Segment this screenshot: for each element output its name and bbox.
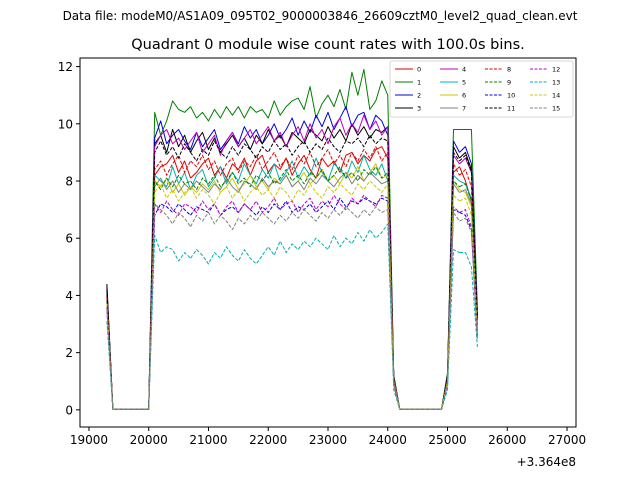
legend-label-12: 12 [552, 66, 560, 74]
suptitle: Data file: modeM0/AS1A09_095T02_90000038… [63, 9, 578, 23]
legend-label-10: 10 [507, 92, 515, 100]
series-1-line [459, 129, 478, 310]
y-tick-label: 10 [58, 117, 73, 131]
legend-label-6: 6 [462, 92, 466, 100]
series-1-line [106, 100, 191, 410]
series-4-line [190, 114, 460, 410]
series-0-line [190, 146, 460, 410]
series-5-line [190, 154, 460, 410]
x-tick-label: 24000 [369, 433, 407, 447]
x-tick-label: 23000 [309, 433, 347, 447]
series-14-line [190, 180, 460, 410]
series-11-line [459, 154, 478, 319]
x-tick-label: 27000 [548, 433, 586, 447]
legend-label-1: 1 [417, 79, 421, 87]
legend-box [389, 60, 574, 118]
series-10-line [190, 197, 460, 410]
legend-label-8: 8 [507, 66, 511, 74]
legend-label-11: 11 [507, 105, 515, 113]
legend-label-3: 3 [417, 105, 421, 113]
series-8-line [106, 154, 191, 410]
y-tick-label: 12 [58, 60, 73, 74]
series-12-line [459, 209, 478, 339]
series-5-line [106, 166, 192, 410]
series-2-line [106, 120, 191, 410]
x-tick-label: 19000 [70, 433, 108, 447]
y-tick-label: 4 [65, 289, 73, 303]
legend-label-15: 15 [552, 105, 560, 113]
legend-label-14: 14 [552, 92, 560, 100]
x-offset-label: +3.364e8 [517, 455, 576, 469]
series-15-line [190, 206, 460, 410]
series-9-line [106, 174, 191, 410]
series-7-line [459, 189, 478, 333]
x-tick-label: 26000 [488, 433, 526, 447]
plot-area [106, 68, 478, 410]
legend-label-5: 5 [462, 79, 466, 87]
legend-label-9: 9 [507, 79, 511, 87]
series-14-line [459, 197, 478, 333]
series-6-line [190, 163, 460, 410]
x-tick-label: 21000 [189, 433, 227, 447]
series-13-line [190, 223, 460, 410]
legend-label-4: 4 [462, 66, 466, 74]
legend-label-2: 2 [417, 92, 421, 100]
series-8-line [190, 146, 460, 410]
series-10-line [106, 203, 191, 410]
series-0-line [106, 154, 192, 410]
series-10-line [459, 212, 478, 339]
x-tick-label: 20000 [130, 433, 168, 447]
chart-title: Quadrant 0 module wise count rates with … [131, 37, 525, 53]
legend-label-13: 13 [552, 79, 560, 87]
series-12-line [106, 200, 191, 410]
series-15-line [106, 203, 191, 410]
x-tick-label: 25000 [428, 433, 466, 447]
y-tick-label: 2 [65, 346, 73, 360]
y-tick-label: 6 [65, 232, 73, 246]
series-13-line [459, 252, 478, 347]
series-15-line [459, 217, 478, 339]
x-tick-label: 22000 [249, 433, 287, 447]
legend-label-0: 0 [417, 66, 421, 74]
y-tick-label: 0 [65, 403, 73, 417]
legend-label-7: 7 [462, 105, 466, 113]
series-13-line [106, 234, 191, 410]
y-tick-label: 8 [65, 175, 73, 189]
axis-ticks: 19000 20000 21000 22000 23000 24000 25000 26000… [58, 60, 586, 447]
series-14-line [106, 183, 191, 410]
series-2-line [190, 106, 460, 410]
